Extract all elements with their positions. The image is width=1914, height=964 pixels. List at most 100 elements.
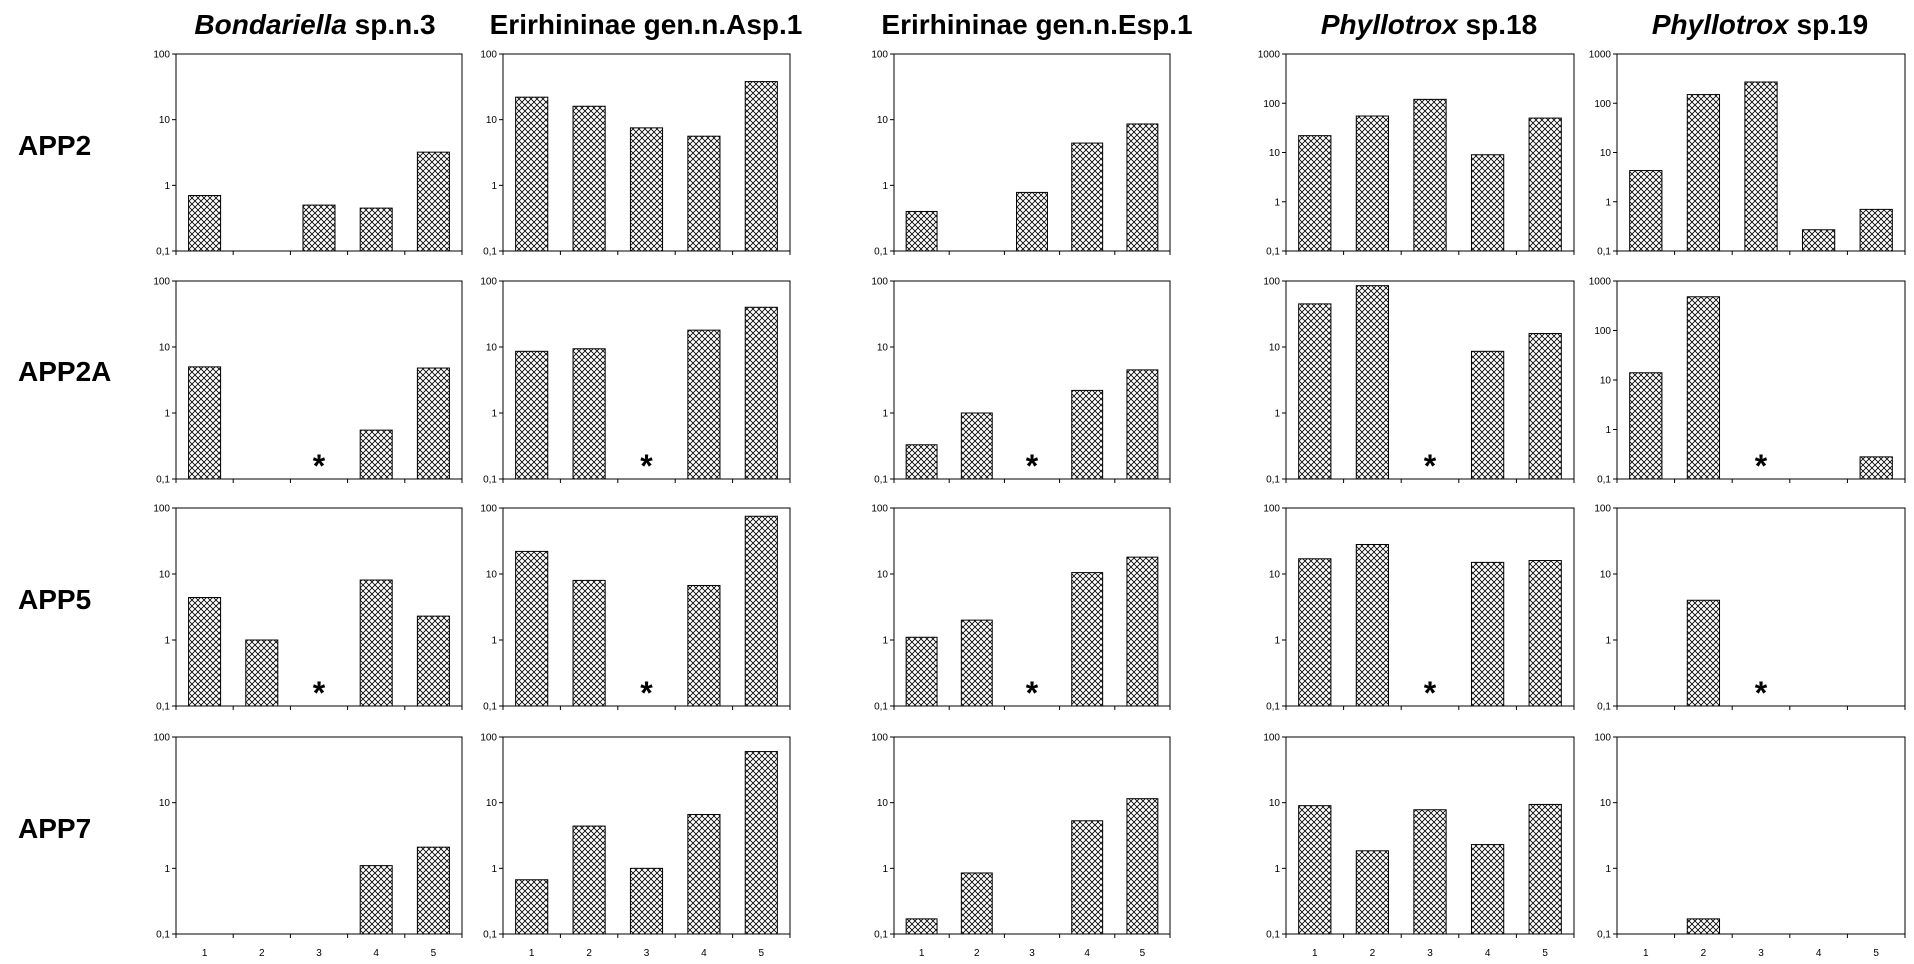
y-tick-label: 1 (1605, 425, 1611, 436)
column-title: Erirhininae gen.n.Asp.1 (490, 9, 803, 40)
y-tick-label: 10 (159, 798, 171, 809)
y-tick-label: 1 (1605, 197, 1611, 208)
bar (744, 306, 778, 480)
y-tick-label: 100 (480, 277, 497, 288)
y-tick-label: 100 (153, 504, 170, 515)
bar (1528, 333, 1562, 480)
bar (1859, 456, 1893, 480)
y-tick-label: 100 (871, 277, 888, 288)
bar (188, 597, 222, 707)
chart-panel: 0,1 1 10 100 1 2 3 4 5 (1594, 733, 1906, 959)
y-tick-label: 100 (1263, 733, 1280, 744)
plot-frame (1285, 507, 1575, 707)
y-tick-label: 100 (153, 733, 170, 744)
y-tick-label: 0,1 (874, 702, 888, 713)
y-tick-label: 0,1 (874, 930, 888, 941)
y-tick-label: 10 (1600, 148, 1612, 159)
bar (1126, 123, 1159, 252)
bar (1298, 558, 1332, 707)
y-tick-label: 1 (882, 409, 888, 420)
bar (905, 210, 938, 252)
x-tick-label: 5 (1542, 948, 1548, 959)
bar (1126, 556, 1159, 707)
chart-panel: 0,1 1 10 100 * (871, 277, 1171, 486)
bar (416, 615, 450, 707)
asterisk-marker: * (313, 675, 326, 711)
y-tick-label: 0,1 (156, 930, 170, 941)
chart-panel: 0,1 1 10 100 * (480, 504, 791, 713)
y-tick-label: 1 (1605, 636, 1611, 647)
y-tick-label: 10 (486, 570, 498, 581)
y-tick-label: 0,1 (1266, 930, 1280, 941)
y-tick-label: 100 (1594, 326, 1611, 337)
bar (1071, 389, 1104, 480)
x-tick-label: 5 (759, 948, 765, 959)
chart-panel: 0,1 1 10 100 (153, 50, 463, 258)
chart-panel: 0,1 1 10 100 1 2 3 4 5 (871, 733, 1171, 959)
bar (302, 204, 336, 252)
y-tick-label: 10 (159, 570, 171, 581)
asterisk-marker: * (1424, 448, 1437, 484)
bar (1355, 285, 1390, 480)
x-tick-label: 2 (586, 948, 592, 959)
x-tick-label: 4 (1485, 948, 1491, 959)
bar (1126, 369, 1159, 480)
y-tick-label: 0,1 (483, 930, 497, 941)
x-tick-label: 2 (1370, 948, 1376, 959)
y-tick-label: 1 (491, 864, 497, 875)
chart-panel: 0,1 1 10 100 1 2 3 4 5 (1263, 733, 1575, 959)
bar (515, 879, 549, 935)
asterisk-marker: * (1424, 675, 1437, 711)
column-title-text: sp.19 (1789, 9, 1868, 40)
bar (629, 127, 664, 252)
y-tick-label: 100 (153, 50, 170, 61)
chart-panel: 0,1 1 10 100 1000 * (1589, 277, 1906, 486)
asterisk-marker: * (1755, 448, 1768, 484)
bar (1071, 820, 1104, 935)
bar (905, 636, 938, 707)
column-title: Erirhininae gen.n.Esp.1 (881, 9, 1192, 40)
plot-frame (893, 736, 1171, 935)
bar (744, 751, 778, 935)
plot-frame (175, 736, 463, 935)
y-tick-label: 0,1 (1597, 702, 1611, 713)
bar (905, 444, 938, 480)
row-label: APP5 (18, 584, 91, 615)
chart-panel: 0,1 1 10 100 * (1263, 504, 1575, 713)
y-tick-label: 10 (1269, 148, 1281, 159)
bar (1071, 572, 1104, 707)
x-tick-label: 3 (1758, 948, 1764, 959)
x-tick-label: 1 (1312, 948, 1318, 959)
y-tick-label: 10 (159, 343, 171, 354)
y-tick-label: 0,1 (874, 475, 888, 486)
x-tick-label: 4 (701, 948, 707, 959)
y-tick-label: 1 (1274, 197, 1280, 208)
y-tick-label: 100 (1594, 733, 1611, 744)
bar (744, 81, 778, 252)
plot-frame (1616, 736, 1906, 935)
y-tick-label: 0,1 (1266, 247, 1280, 258)
y-tick-label: 0,1 (483, 247, 497, 258)
y-tick-label: 100 (1594, 99, 1611, 110)
bar (1470, 154, 1505, 252)
chart-panel: 0,1 1 10 100 1000 (1258, 50, 1575, 258)
y-tick-label: 1000 (1589, 50, 1612, 61)
asterisk-marker: * (313, 448, 326, 484)
bar (1528, 803, 1562, 935)
bar (1470, 844, 1505, 935)
bar (416, 151, 450, 252)
y-tick-label: 100 (1594, 504, 1611, 515)
y-tick-label: 10 (877, 115, 889, 126)
y-tick-label: 1 (882, 864, 888, 875)
bar (1686, 94, 1721, 252)
bar (572, 579, 606, 707)
chart-panel: 0,1 1 10 100 * (153, 504, 463, 713)
bar (1470, 350, 1505, 480)
x-tick-label: 2 (259, 948, 265, 959)
y-tick-label: 100 (871, 504, 888, 515)
x-tick-label: 3 (1427, 948, 1433, 959)
x-tick-label: 1 (919, 948, 925, 959)
column-title: Bondariella sp.n.3 (194, 9, 435, 40)
row-label: APP2A (18, 356, 111, 387)
y-tick-label: 100 (480, 733, 497, 744)
